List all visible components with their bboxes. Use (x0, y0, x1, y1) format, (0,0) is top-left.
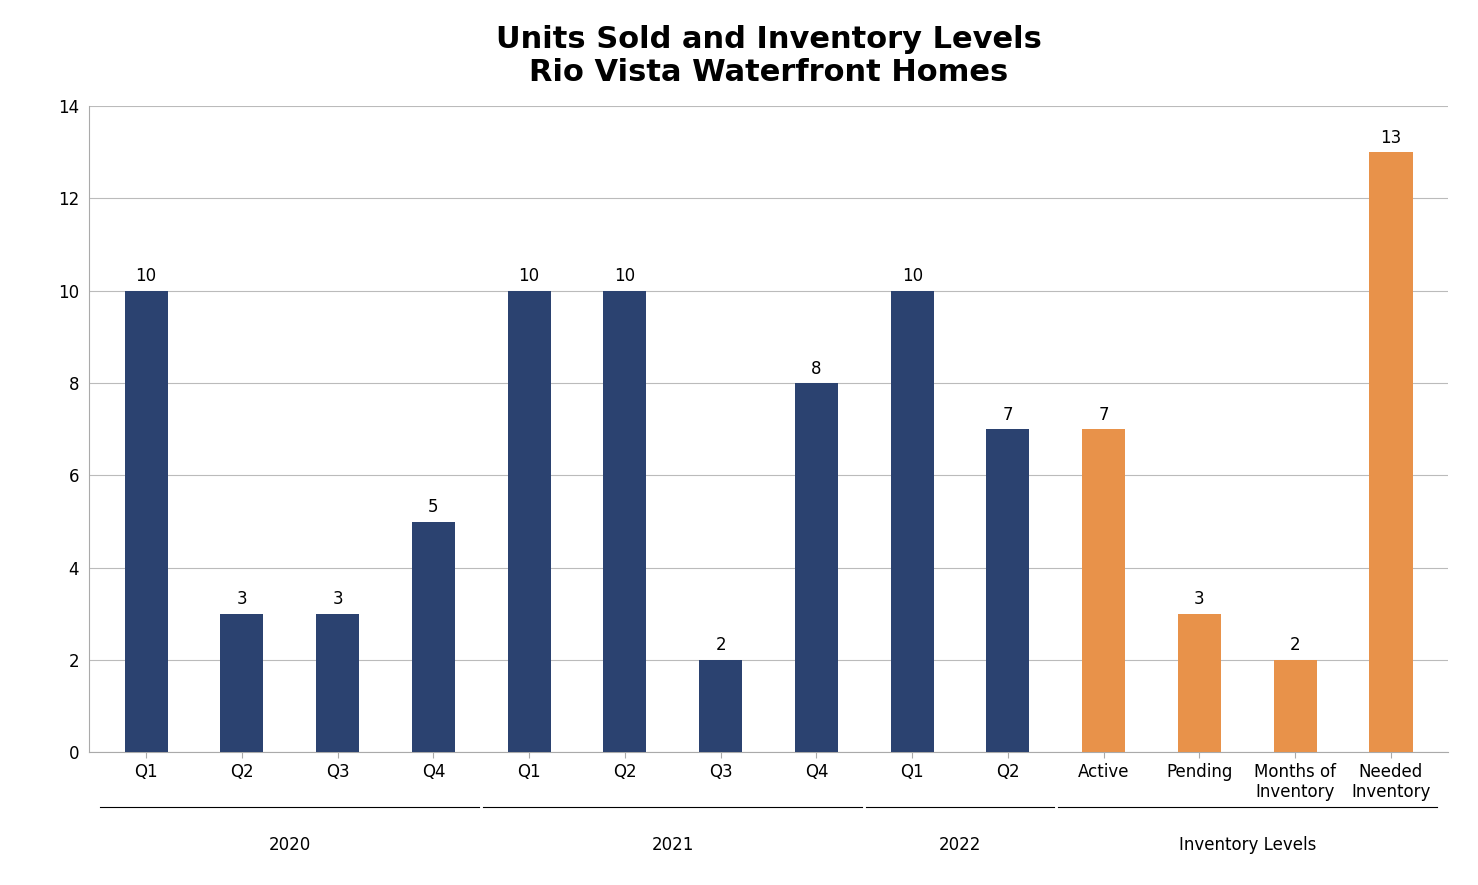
Text: 8: 8 (811, 359, 822, 378)
Bar (316, 614, 359, 752)
Bar (124, 291, 167, 752)
Text: 5: 5 (429, 498, 439, 516)
Bar (891, 291, 934, 752)
Bar (795, 383, 838, 752)
Bar (699, 660, 742, 752)
Text: 7: 7 (1002, 405, 1014, 424)
Text: 3: 3 (333, 590, 343, 608)
Text: 10: 10 (615, 267, 636, 285)
Text: 2021: 2021 (652, 836, 695, 854)
Title: Units Sold and Inventory Levels
Rio Vista Waterfront Homes: Units Sold and Inventory Levels Rio Vist… (495, 25, 1042, 88)
Bar (220, 614, 263, 752)
Text: 3: 3 (236, 590, 247, 608)
Bar (507, 291, 551, 752)
Text: 7: 7 (1098, 405, 1108, 424)
Text: 2020: 2020 (269, 836, 310, 854)
Text: 2022: 2022 (939, 836, 981, 854)
Text: 10: 10 (902, 267, 922, 285)
Text: 2: 2 (715, 636, 726, 654)
Text: 2: 2 (1290, 636, 1301, 654)
Bar (1178, 614, 1221, 752)
Bar (1082, 429, 1125, 752)
Text: 10: 10 (136, 267, 157, 285)
Text: 13: 13 (1380, 129, 1401, 147)
Text: 10: 10 (519, 267, 539, 285)
Text: 3: 3 (1194, 590, 1205, 608)
Bar (1274, 660, 1317, 752)
Bar (412, 521, 455, 752)
Text: Inventory Levels: Inventory Levels (1178, 836, 1315, 854)
Bar (986, 429, 1030, 752)
Bar (1370, 152, 1413, 752)
Bar (603, 291, 646, 752)
